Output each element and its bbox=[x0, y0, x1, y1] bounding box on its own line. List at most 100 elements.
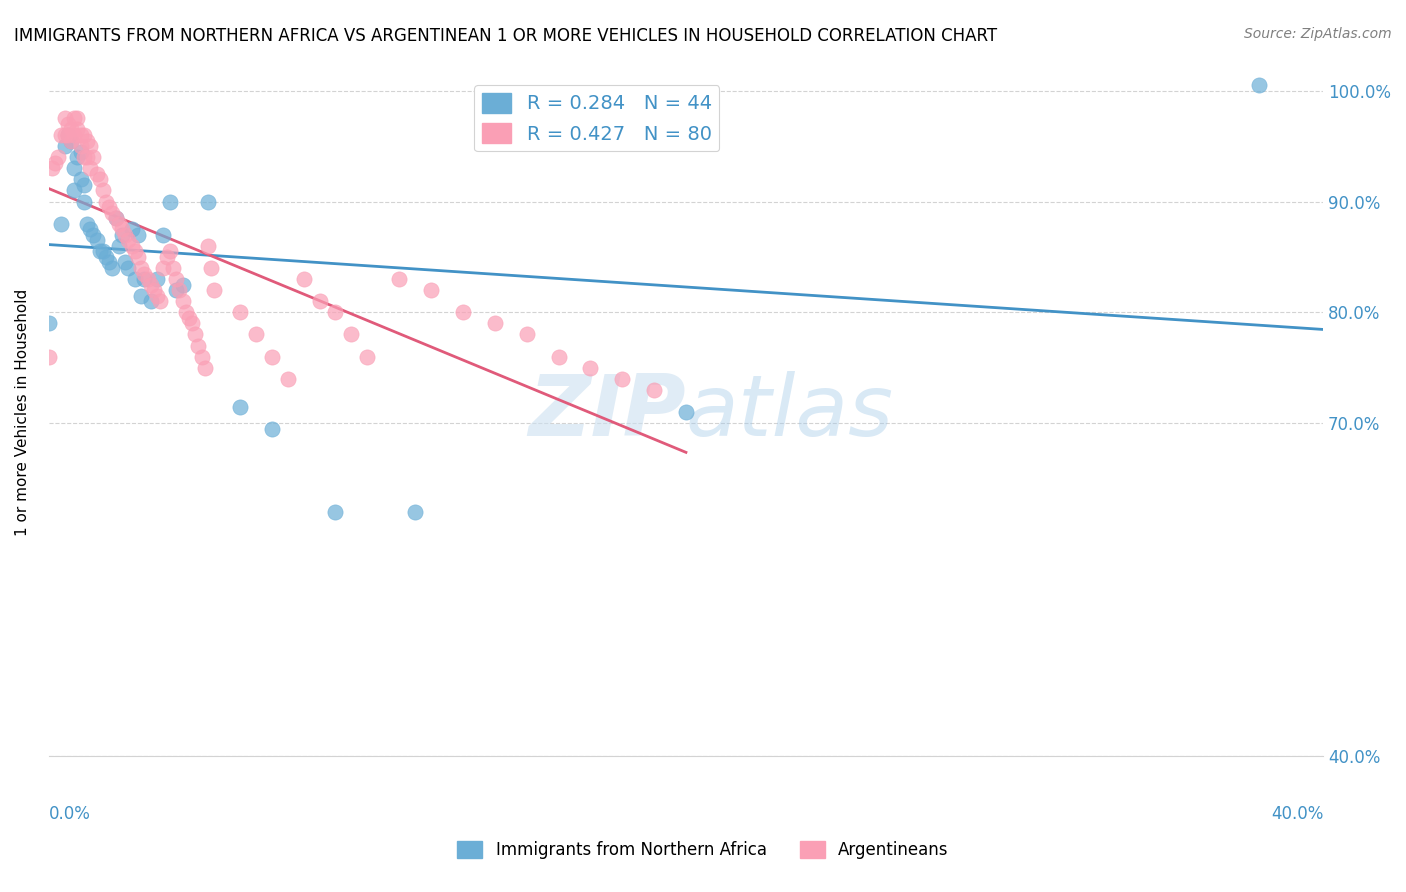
Point bbox=[101, 260, 124, 275]
Point bbox=[76, 150, 98, 164]
Point bbox=[451, 305, 474, 319]
Point bbox=[108, 217, 131, 231]
Point bbox=[46, 150, 69, 164]
Point bbox=[184, 327, 207, 342]
Point bbox=[66, 150, 89, 164]
Point bbox=[41, 161, 63, 176]
Point bbox=[159, 194, 181, 209]
Point bbox=[69, 172, 91, 186]
Point bbox=[63, 112, 86, 126]
Point bbox=[162, 260, 184, 275]
Point bbox=[79, 139, 101, 153]
Point bbox=[200, 260, 222, 275]
Point bbox=[51, 128, 73, 142]
Point bbox=[98, 255, 121, 269]
Point bbox=[159, 244, 181, 259]
Point bbox=[152, 260, 174, 275]
Point bbox=[420, 283, 443, 297]
Point bbox=[612, 372, 634, 386]
Point bbox=[79, 222, 101, 236]
Point bbox=[204, 283, 226, 297]
Point bbox=[89, 244, 111, 259]
Point bbox=[197, 239, 219, 253]
Point bbox=[121, 239, 143, 253]
Legend: R = 0.284   N = 44, R = 0.427   N = 80: R = 0.284 N = 44, R = 0.427 N = 80 bbox=[474, 85, 720, 152]
Point bbox=[60, 134, 83, 148]
Point bbox=[82, 150, 104, 164]
Legend: Immigrants from Northern Africa, Argentineans: Immigrants from Northern Africa, Argenti… bbox=[450, 834, 956, 866]
Point bbox=[73, 194, 96, 209]
Point bbox=[340, 327, 363, 342]
Point bbox=[292, 272, 315, 286]
Point bbox=[117, 260, 139, 275]
Point bbox=[69, 139, 91, 153]
Point bbox=[79, 161, 101, 176]
Point bbox=[66, 122, 89, 136]
Point bbox=[98, 200, 121, 214]
Text: Source: ZipAtlas.com: Source: ZipAtlas.com bbox=[1244, 27, 1392, 41]
Point bbox=[181, 317, 204, 331]
Point bbox=[124, 244, 146, 259]
Point bbox=[38, 350, 60, 364]
Point bbox=[51, 217, 73, 231]
Point bbox=[44, 155, 66, 169]
Point bbox=[136, 272, 159, 286]
Point bbox=[76, 217, 98, 231]
Point bbox=[76, 134, 98, 148]
Point bbox=[190, 350, 212, 364]
Text: IMMIGRANTS FROM NORTHERN AFRICA VS ARGENTINEAN 1 OR MORE VEHICLES IN HOUSEHOLD C: IMMIGRANTS FROM NORTHERN AFRICA VS ARGEN… bbox=[14, 27, 997, 45]
Point bbox=[197, 194, 219, 209]
Point bbox=[547, 350, 569, 364]
Point bbox=[108, 239, 131, 253]
Point bbox=[86, 233, 108, 247]
Point bbox=[516, 327, 538, 342]
Point bbox=[56, 128, 79, 142]
Point bbox=[260, 422, 283, 436]
Point bbox=[53, 128, 76, 142]
Point bbox=[121, 222, 143, 236]
Point bbox=[146, 289, 169, 303]
Point bbox=[129, 260, 152, 275]
Point bbox=[63, 183, 86, 197]
Point bbox=[139, 277, 162, 292]
Point bbox=[86, 167, 108, 181]
Point bbox=[325, 305, 347, 319]
Point bbox=[675, 405, 697, 419]
Point bbox=[94, 250, 117, 264]
Point bbox=[139, 294, 162, 309]
Point bbox=[60, 134, 83, 148]
Point bbox=[229, 305, 252, 319]
Point bbox=[194, 360, 217, 375]
Point bbox=[94, 194, 117, 209]
Point bbox=[38, 317, 60, 331]
Point bbox=[277, 372, 299, 386]
Point bbox=[63, 161, 86, 176]
Point bbox=[104, 211, 127, 226]
Point bbox=[579, 360, 602, 375]
Point bbox=[388, 272, 411, 286]
Point bbox=[69, 128, 91, 142]
Point bbox=[101, 205, 124, 219]
Point bbox=[73, 178, 96, 192]
Point bbox=[172, 277, 194, 292]
Point bbox=[60, 122, 83, 136]
Point bbox=[73, 150, 96, 164]
Point bbox=[82, 227, 104, 242]
Point bbox=[111, 227, 134, 242]
Point bbox=[127, 227, 149, 242]
Point bbox=[111, 222, 134, 236]
Point bbox=[66, 112, 89, 126]
Point bbox=[152, 227, 174, 242]
Point bbox=[134, 272, 156, 286]
Point bbox=[187, 338, 209, 352]
Point bbox=[356, 350, 378, 364]
Point bbox=[53, 112, 76, 126]
Point bbox=[56, 128, 79, 142]
Point bbox=[169, 283, 191, 297]
Point bbox=[63, 128, 86, 142]
Point bbox=[73, 128, 96, 142]
Point bbox=[484, 317, 506, 331]
Point bbox=[114, 227, 136, 242]
Point bbox=[325, 505, 347, 519]
Point bbox=[177, 310, 200, 325]
